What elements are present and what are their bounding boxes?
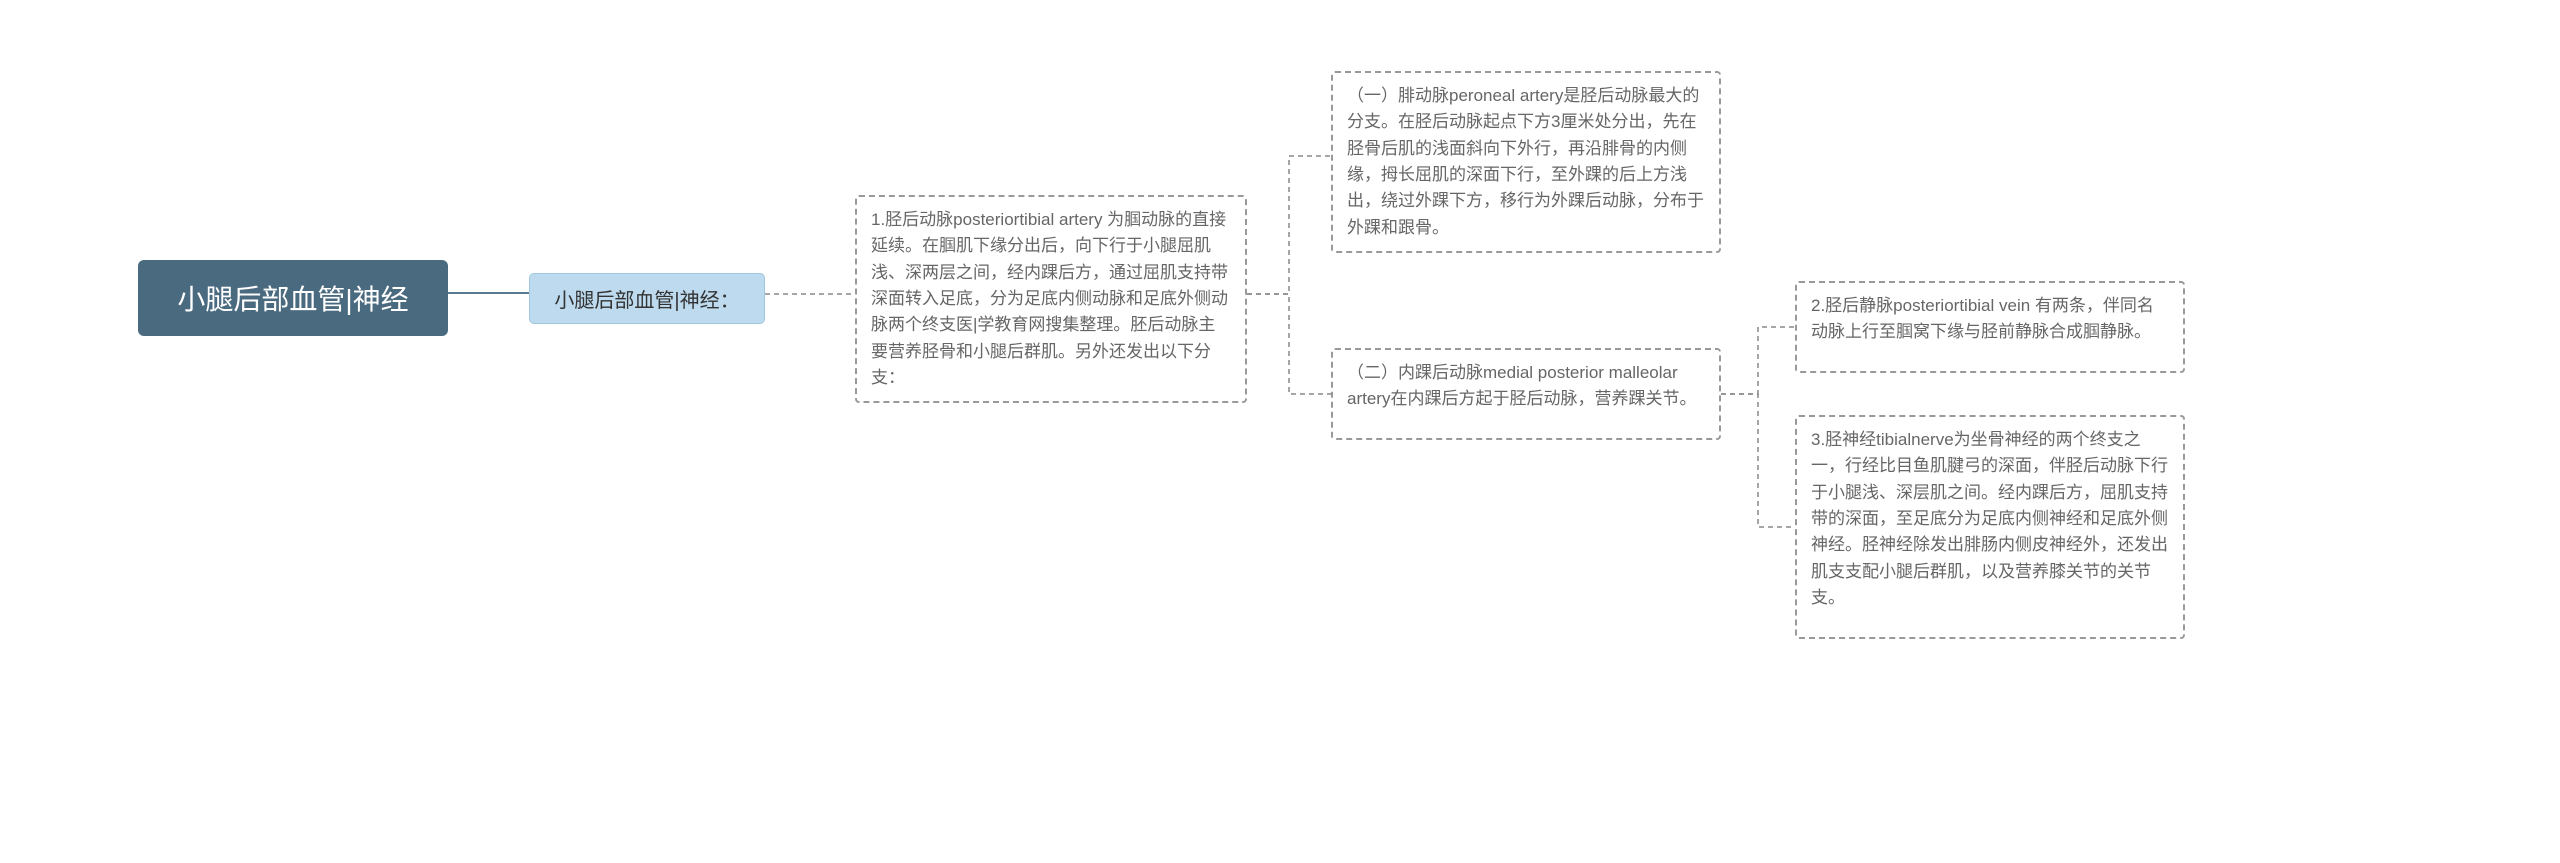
level4b-text: 3.胫神经tibialnerve为坐骨神经的两个终支之一，行经比目鱼肌腱弓的深面… (1811, 430, 2168, 607)
level1-label: 小腿后部血管|神经： (554, 284, 739, 313)
level2-text: 1.胫后动脉posteriortibial artery 为腘动脉的直接延续。在… (871, 210, 1228, 387)
root-label: 小腿后部血管|神经 (177, 278, 408, 318)
level3b-text: （二）内踝后动脉medial posterior malleolar arter… (1347, 363, 1696, 408)
level4a-node: 2.胫后静脉posteriortibial vein 有两条，伴同名动脉上行至腘… (1795, 281, 2185, 373)
edge-l3b-l4b (1721, 394, 1795, 527)
edge-l2-l3b (1247, 294, 1331, 394)
level4a-text: 2.胫后静脉posteriortibial vein 有两条，伴同名动脉上行至腘… (1811, 296, 2154, 341)
level3b-node: （二）内踝后动脉medial posterior malleolar arter… (1331, 348, 1721, 440)
root-node: 小腿后部血管|神经 (138, 260, 448, 336)
edge-l2-l3a (1247, 156, 1331, 294)
edge-l3b-l4a (1721, 327, 1795, 394)
level3a-text: （一）腓动脉peroneal artery是胫后动脉最大的分支。在胫后动脉起点下… (1347, 86, 1704, 237)
level3a-node: （一）腓动脉peroneal artery是胫后动脉最大的分支。在胫后动脉起点下… (1331, 71, 1721, 253)
level2-node: 1.胫后动脉posteriortibial artery 为腘动脉的直接延续。在… (855, 195, 1247, 403)
level1-node: 小腿后部血管|神经： (529, 273, 765, 324)
level4b-node: 3.胫神经tibialnerve为坐骨神经的两个终支之一，行经比目鱼肌腱弓的深面… (1795, 415, 2185, 639)
